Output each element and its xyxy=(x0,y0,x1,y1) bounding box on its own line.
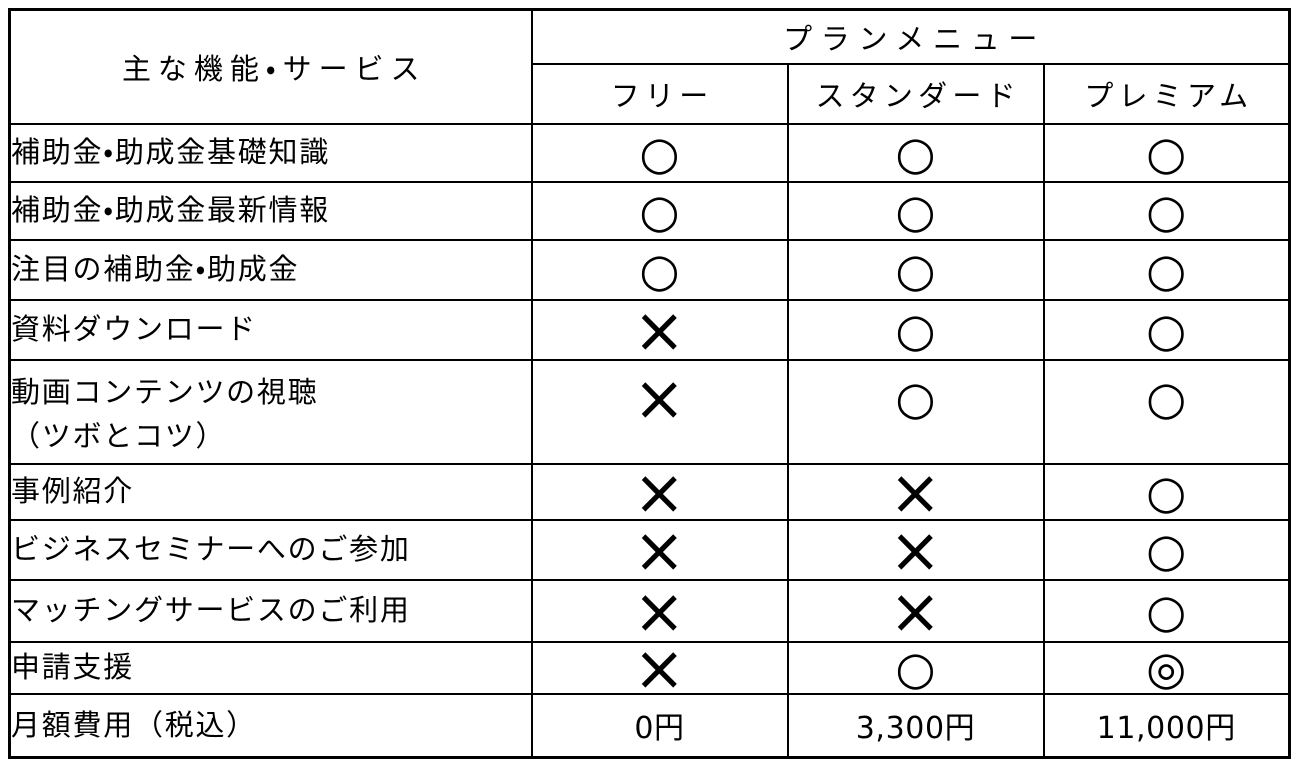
result-symbol: ○ xyxy=(895,125,936,180)
premium-value-cell: ○ xyxy=(1042,122,1291,183)
free-value-cell: ○ xyxy=(530,180,789,241)
result-symbol: ○ xyxy=(1146,522,1187,577)
feature-label: マッチングサービスのご利用 xyxy=(8,578,533,643)
table-row: 申請支援 × ○ ◎ xyxy=(8,640,1291,695)
feature-label: 月額費用（税込） xyxy=(8,692,533,759)
result-symbol: ○ xyxy=(639,125,680,180)
free-value-cell: × xyxy=(530,462,789,521)
result-symbol: × xyxy=(633,361,686,434)
result-symbol: ◎ xyxy=(1146,641,1187,694)
result-symbol: ○ xyxy=(639,242,680,297)
header-row-plans: フリー スタンダード プレミアム xyxy=(10,62,1291,125)
feature-label: 事例紹介 xyxy=(8,462,533,521)
feature-label: 資料ダウンロード xyxy=(8,298,533,361)
premium-value-cell: ○ xyxy=(1042,298,1291,361)
premium-value-cell: ○ xyxy=(1042,238,1291,301)
result-symbol: × xyxy=(633,463,686,520)
header-row-group: 主な機能・サービス プランメニュー xyxy=(8,8,1291,125)
premium-value-cell: ○ xyxy=(1042,518,1291,581)
plan-header-free: フリー xyxy=(530,62,789,125)
plan-header-premium: プレミアム xyxy=(1042,62,1291,125)
standard-value-cell: ○ xyxy=(786,358,1045,465)
standard-value-cell: ○ xyxy=(786,180,1045,241)
table-row: 動画コンテンツの視聴 （ツボとコツ） × ○ ○ xyxy=(8,358,1291,465)
standard-value-cell: ○ xyxy=(786,238,1045,301)
table-row: 事例紹介 × × ○ xyxy=(8,462,1291,521)
free-value-cell: × xyxy=(530,358,789,465)
standard-value-cell: ○ xyxy=(786,122,1045,183)
result-symbol: ○ xyxy=(1146,583,1187,638)
result-symbol: × xyxy=(889,463,942,520)
result-symbol: × xyxy=(633,299,686,360)
result-symbol: ○ xyxy=(895,370,936,425)
standard-value-cell: ○ xyxy=(786,640,1045,695)
free-value-cell: ○ xyxy=(530,122,789,183)
free-value-cell: × xyxy=(530,578,789,643)
standard-value-cell: ○ xyxy=(786,298,1045,361)
premium-value-cell: ○ xyxy=(1042,358,1291,465)
result-symbol: ○ xyxy=(1146,302,1187,357)
premium-value-cell: ○ xyxy=(1042,578,1291,643)
result-symbol: ○ xyxy=(1146,370,1187,425)
table-row: マッチングサービスのご利用 × × ○ xyxy=(8,578,1291,643)
result-symbol: ○ xyxy=(1146,125,1187,180)
standard-price: 3,300円 xyxy=(786,692,1045,759)
free-price: 0円 xyxy=(530,692,789,759)
price-row: 月額費用（税込） 0円 3,300円 11,000円 xyxy=(8,692,1291,759)
premium-value-cell: ○ xyxy=(1042,180,1291,241)
free-value-cell: ○ xyxy=(530,238,789,301)
feature-label: ビジネスセミナーへのご参加 xyxy=(8,518,533,581)
feature-label: 補助金・助成金基礎知識 xyxy=(8,122,533,183)
standard-value-cell: × xyxy=(786,578,1045,643)
result-symbol: ○ xyxy=(895,302,936,357)
result-symbol: ○ xyxy=(1146,464,1187,519)
plan-group-header-cell: プランメニュー xyxy=(530,8,1291,65)
feature-label: 申請支援 xyxy=(8,640,533,695)
result-symbol: × xyxy=(633,519,686,580)
table-row: ビジネスセミナーへのご参加 × × ○ xyxy=(8,518,1291,581)
result-symbol: ○ xyxy=(895,183,936,238)
free-value-cell: × xyxy=(530,640,789,695)
feature-label: 動画コンテンツの視聴 （ツボとコツ） xyxy=(8,358,533,465)
feature-label: 補助金・助成金最新情報 xyxy=(8,180,533,241)
standard-value-cell: × xyxy=(786,518,1045,581)
plan-header-standard: スタンダード xyxy=(786,62,1045,125)
result-symbol: ○ xyxy=(1146,183,1187,238)
standard-value-cell: × xyxy=(786,462,1045,521)
corner-header-cell: 主な機能・サービス xyxy=(8,8,533,125)
table-row: 補助金・助成金最新情報 ○ ○ ○ xyxy=(8,180,1291,241)
free-value-cell: × xyxy=(530,298,789,361)
premium-value-cell: ◎ xyxy=(1042,640,1291,695)
feature-label: 注目の補助金・助成金 xyxy=(8,238,533,301)
free-value-cell: × xyxy=(530,518,789,581)
result-symbol: × xyxy=(633,641,686,694)
table-row: 資料ダウンロード × ○ ○ xyxy=(8,298,1291,361)
table-row: 注目の補助金・助成金 ○ ○ ○ xyxy=(8,238,1291,301)
table-row: 補助金・助成金基礎知識 ○ ○ ○ xyxy=(8,122,1291,183)
result-symbol: ○ xyxy=(895,242,936,297)
result-symbol: ○ xyxy=(639,183,680,238)
result-symbol: ○ xyxy=(895,641,936,694)
premium-value-cell: ○ xyxy=(1042,462,1291,521)
plan-comparison-table: 主な機能・サービス プランメニュー フリー スタンダード プレミアム 補助金・助… xyxy=(8,8,1291,759)
result-symbol: × xyxy=(889,519,942,580)
premium-price: 11,000円 xyxy=(1042,692,1291,759)
result-symbol: × xyxy=(633,579,686,642)
result-symbol: × xyxy=(889,579,942,642)
result-symbol: ○ xyxy=(1146,242,1187,297)
